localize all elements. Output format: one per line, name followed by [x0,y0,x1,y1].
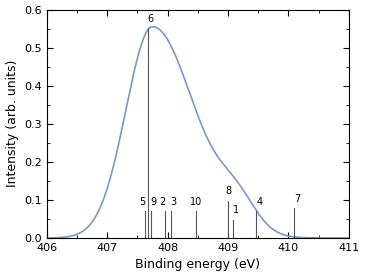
Text: 8: 8 [225,186,231,196]
Text: 4: 4 [256,197,262,207]
Text: 3: 3 [170,197,176,207]
Text: 10: 10 [190,197,202,207]
Text: 1: 1 [233,205,239,215]
Y-axis label: Intensity (arb. units): Intensity (arb. units) [5,60,19,188]
Text: 2: 2 [160,197,166,207]
Text: 5: 5 [139,197,145,207]
Text: 7: 7 [294,194,300,204]
Text: 6: 6 [147,14,154,24]
Text: 9: 9 [150,197,156,207]
X-axis label: Binding energy (eV): Binding energy (eV) [135,258,260,271]
